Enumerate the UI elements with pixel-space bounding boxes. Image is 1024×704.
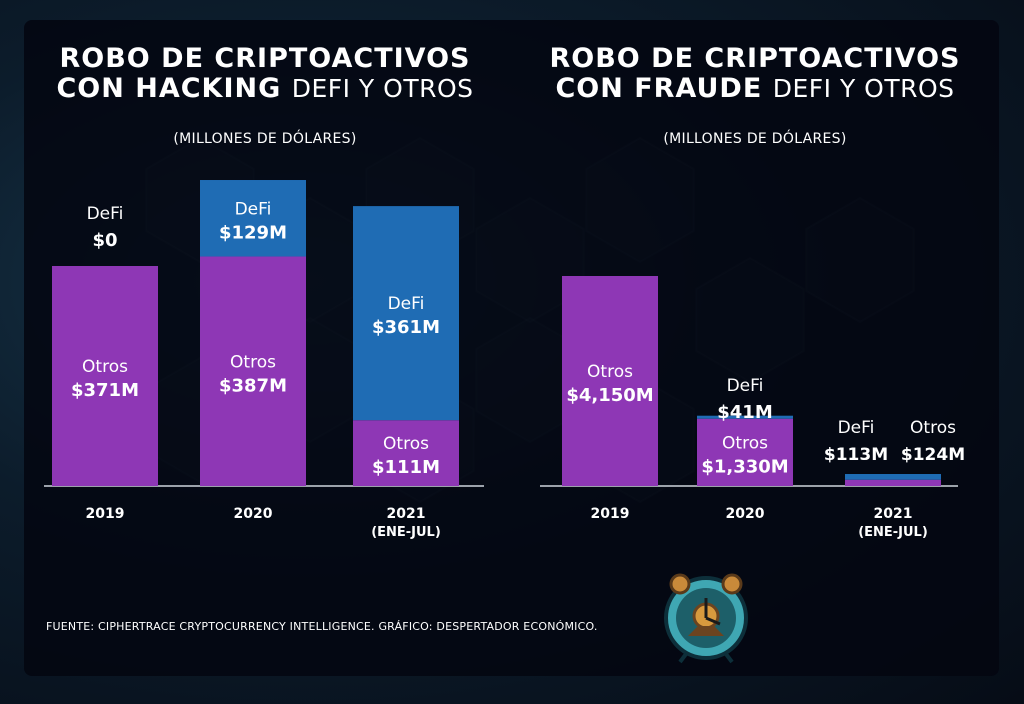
tick-label-2021: 2021 (874, 506, 913, 522)
tick-label-2019: 2019 (86, 506, 125, 522)
left-title-line2-bold: CON HACKING (56, 73, 282, 105)
tick-sublabel-2021: (ENE-JUL) (858, 525, 928, 540)
data-label-otros-value: $4,150M (566, 385, 653, 406)
data-label-otros-name: Otros (722, 433, 768, 453)
data-label-defi-value: $113M (824, 445, 888, 465)
tick-label-2019: 2019 (591, 506, 630, 522)
data-label-defi-name: DeFi (87, 204, 124, 224)
data-label-defi-value: $0 (92, 230, 117, 251)
source-footer: FUENTE: CIPHERTRACE CRYPTOCURRENCY INTEL… (46, 620, 598, 633)
data-label-otros-value: $1,330M (701, 456, 788, 477)
infographic-panel (24, 20, 999, 676)
extra-labels: DeFi $0 DeFi $41M DeFi $113M Otros $124M (87, 204, 966, 465)
bar-defi-2020 (697, 415, 793, 419)
bar-defi-2021 (845, 474, 941, 480)
chart-1: 2019 Otros $4,150M 2020 Otros $1,330M 2021 (ENE… (540, 276, 958, 540)
data-label-otros-name: Otros (383, 434, 429, 454)
left-title-line1: ROBO DE CRIPTOACTIVOS (59, 43, 471, 74)
bar-otros-2021 (845, 479, 941, 486)
data-label-otros-value: $111M (372, 457, 440, 478)
data-label-defi-name: DeFi (388, 294, 425, 314)
bar-otros-2019 (52, 266, 158, 486)
data-label-otros-name: Otros (587, 362, 633, 382)
tick-sublabel-2021: (ENE-JUL) (371, 525, 441, 540)
bar-otros-2020 (697, 418, 793, 486)
chart-0: 2019 Otros $371M 2020 Otros $387M DeFi $129M 202… (44, 180, 484, 540)
data-label-defi-name: DeFi (838, 418, 875, 438)
data-label-otros-name: Otros (82, 357, 128, 377)
right-title-line2-bold: CON FRAUDE (555, 73, 763, 105)
data-label-defi-value: $129M (219, 222, 287, 243)
data-label-otros-value: $124M (901, 445, 965, 465)
data-label-otros-name: Otros (910, 418, 956, 438)
alarm-clock-logo (664, 573, 748, 664)
data-label-defi-value: $41M (717, 402, 773, 423)
data-label-defi-name: DeFi (235, 199, 272, 219)
bar-otros-2021 (353, 420, 459, 486)
bar-otros-2019 (562, 276, 658, 486)
tick-label-2021: 2021 (387, 506, 426, 522)
right-chart-subtitle: (MILLONES DE DÓLARES) (663, 131, 847, 147)
tick-label-2020: 2020 (234, 506, 273, 522)
data-label-defi-value: $361M (372, 317, 440, 338)
right-title-line1: ROBO DE CRIPTOACTIVOS (549, 43, 961, 74)
data-label-otros-name: Otros (230, 352, 276, 372)
left-title-line2-light: DeFi Y OTROS (291, 74, 474, 104)
bar-defi-2020 (200, 180, 306, 257)
bar-otros-2020 (200, 256, 306, 486)
right-title-line2-light: DeFi Y OTROS (772, 74, 955, 104)
bar-defi-2021 (353, 206, 459, 421)
left-chart-subtitle: (MILLONES DE DÓLARES) (173, 131, 357, 147)
data-label-defi-name: DeFi (727, 376, 764, 396)
data-label-otros-value: $371M (71, 380, 139, 401)
data-label-otros-value: $387M (219, 375, 287, 396)
right-chart-title: ROBO DE CRIPTOACTIVOS CON FRAUDE DeFi Y … (530, 43, 980, 105)
left-chart-title: ROBO DE CRIPTOACTIVOS CON HACKING DeFi Y… (40, 43, 490, 105)
tick-label-2020: 2020 (726, 506, 765, 522)
